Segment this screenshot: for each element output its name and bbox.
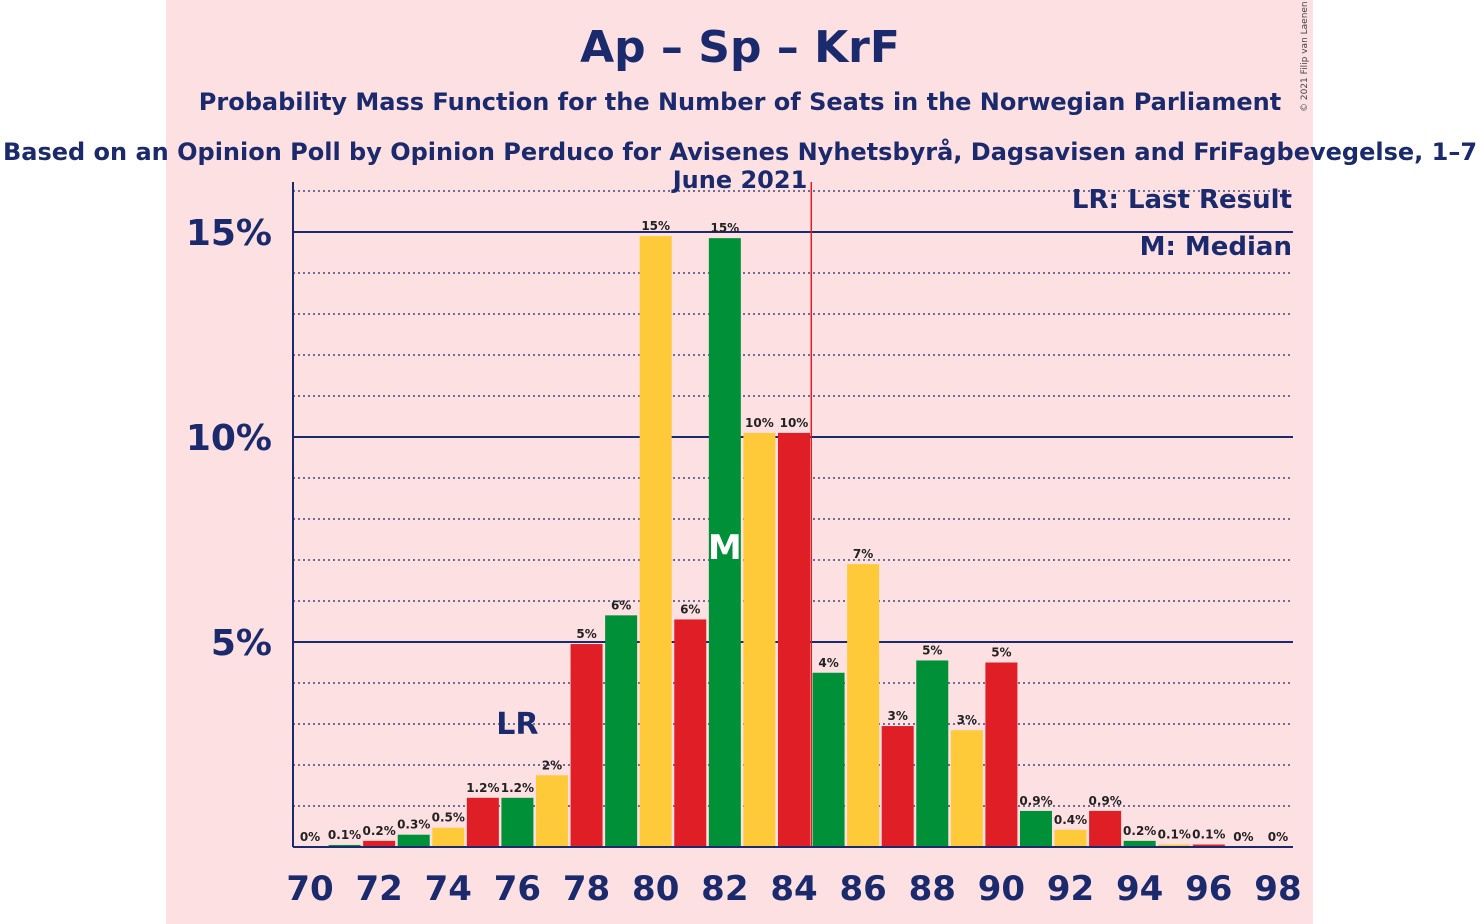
last-result-marker: LR	[496, 707, 538, 742]
bar-value-label: 0%	[1233, 830, 1253, 844]
bar-seat-74	[432, 827, 465, 847]
legend-median: M: Median	[1139, 232, 1292, 262]
bar-seat-87	[881, 726, 914, 847]
bar-value-label: 5%	[991, 646, 1011, 660]
bar-seat-86	[847, 564, 880, 847]
bar-value-label: 6%	[611, 598, 631, 612]
bar-seat-88	[916, 660, 949, 847]
bar-value-label: 0.1%	[328, 828, 361, 842]
bar-seat-72	[363, 840, 396, 847]
x-tick-label: 84	[770, 869, 817, 909]
x-tick-label: 74	[425, 869, 472, 909]
chart-source: Based on an Opinion Poll by Opinion Perd…	[2, 138, 1478, 194]
x-tick-label: 88	[909, 869, 956, 909]
bar-value-label: 1.2%	[466, 781, 499, 795]
x-tick-label: 76	[494, 869, 541, 909]
bar-value-label: 0.9%	[1019, 794, 1052, 808]
bar-seat-76	[501, 797, 534, 847]
bar-value-label: 7%	[853, 547, 873, 561]
bar-value-label: 6%	[680, 602, 700, 616]
bar-seat-83	[743, 432, 776, 847]
x-tick-label: 90	[978, 869, 1025, 909]
chart-title: Ap – Sp – KrF	[580, 22, 900, 73]
x-tick-label: 80	[632, 869, 679, 909]
x-tick-label: 96	[1185, 869, 1232, 909]
bar-seat-80	[639, 236, 672, 848]
bar-value-label: 0.5%	[432, 811, 465, 825]
x-tick-label: 86	[839, 869, 886, 909]
bar-seat-92	[1054, 829, 1087, 847]
bar-value-label: 0.3%	[397, 818, 430, 832]
bar-seat-71	[328, 844, 361, 847]
x-tick-label: 94	[1116, 869, 1163, 909]
bar-value-label: 10%	[780, 416, 809, 430]
bar-seat-75	[466, 797, 499, 847]
x-tick-label: 82	[701, 869, 748, 909]
x-tick-label: 70	[286, 869, 333, 909]
y-tick-label: 15%	[186, 213, 272, 254]
x-tick-label: 92	[1047, 869, 1094, 909]
bar-seat-91	[1019, 810, 1052, 847]
bar-value-label: 5%	[922, 643, 942, 657]
bar-value-label: 3%	[957, 713, 977, 727]
bar-value-label: 3%	[888, 709, 908, 723]
bar-seat-81	[674, 619, 707, 847]
bar-seat-96	[1192, 844, 1225, 847]
bar-value-label: 10%	[745, 416, 774, 430]
x-tick-label: 78	[563, 869, 610, 909]
x-tick-label: 72	[355, 869, 402, 909]
bar-value-label: 2%	[542, 758, 562, 772]
bar-seat-77	[535, 775, 568, 847]
chart-subtitle: Probability Mass Function for the Number…	[198, 88, 1282, 116]
bar-value-label: 0.1%	[1192, 828, 1225, 842]
bar-seat-93	[1089, 810, 1122, 847]
x-tick-label: 98	[1254, 869, 1301, 909]
bar-seat-78	[570, 644, 603, 847]
bar-seat-89	[950, 730, 983, 847]
y-tick-label: 5%	[211, 623, 272, 664]
bar-seat-94	[1123, 840, 1156, 847]
bar-value-label: 15%	[641, 219, 670, 233]
bar-seat-90	[985, 662, 1018, 847]
bar-value-label: 15%	[710, 221, 739, 235]
bar-value-label: 1.2%	[501, 781, 534, 795]
bar-value-label: 0%	[300, 830, 320, 844]
legend-last-result: LR: Last Result	[1071, 185, 1292, 215]
bar-value-label: 0.2%	[1123, 824, 1156, 838]
bar-value-label: 5%	[576, 627, 596, 641]
bar-value-label: 0.9%	[1088, 794, 1121, 808]
median-marker: M	[708, 528, 742, 568]
bar-value-label: 0.2%	[362, 824, 395, 838]
bar-seat-82	[708, 238, 741, 847]
y-tick-label: 10%	[186, 418, 272, 459]
bar-seat-85	[812, 672, 845, 847]
bar-seat-95	[1158, 844, 1191, 847]
bar-value-label: 0.1%	[1158, 828, 1191, 842]
bar-seat-73	[397, 834, 430, 847]
bar-seat-79	[605, 615, 638, 847]
bar-value-label: 0%	[1268, 830, 1288, 844]
bar-value-label: 4%	[818, 656, 838, 670]
bar-seat-84	[777, 432, 810, 847]
bar-value-label: 0.4%	[1054, 813, 1087, 827]
